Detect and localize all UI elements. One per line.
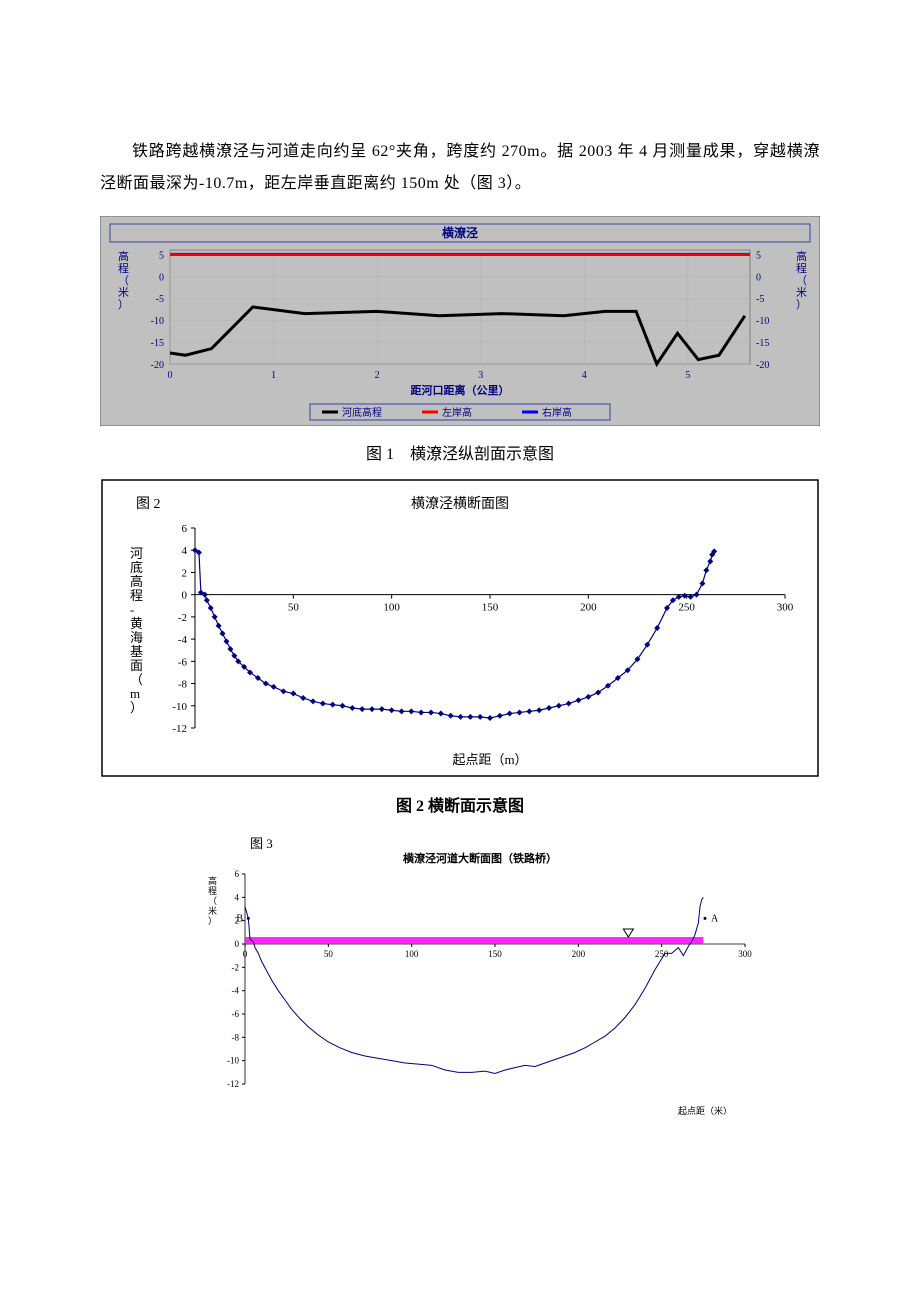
svg-text:5: 5 — [159, 250, 164, 261]
svg-text:50: 50 — [288, 602, 300, 614]
svg-text:-15: -15 — [151, 338, 164, 349]
svg-text:50: 50 — [324, 949, 334, 959]
svg-text:B: B — [236, 913, 243, 924]
svg-text:4: 4 — [182, 545, 188, 557]
chart3-svg: 图 3横潦泾河道大断面图（铁路桥）-12-10-8-6-4-2024605010… — [140, 830, 780, 1120]
svg-text:横潦泾: 横潦泾 — [442, 225, 478, 240]
chart2-svg: 图 2 横潦泾横断面图 -12 -10 -8 -6 -4 -2 0 2 4 6 50 100 150 200 2… — [100, 478, 820, 778]
svg-text:6: 6 — [182, 523, 188, 535]
svg-text:-12: -12 — [172, 723, 187, 735]
paragraph-text: 铁路跨越横潦泾与河道走向约呈 62°夹角，跨度约 270m。据 2003 年 4… — [100, 136, 820, 200]
svg-text:左岸高: 左岸高 — [442, 406, 472, 419]
caption-fig1: 图 1 横潦泾纵剖面示意图 — [100, 440, 820, 464]
svg-text:4: 4 — [235, 892, 240, 902]
svg-text:-4: -4 — [232, 986, 240, 996]
svg-text:300: 300 — [777, 602, 794, 614]
svg-text:距河口距离（公里）: 距河口距离（公里） — [411, 383, 510, 397]
svg-text:0: 0 — [756, 272, 761, 283]
svg-text:-20: -20 — [151, 360, 164, 371]
svg-text:-10: -10 — [172, 701, 187, 713]
svg-text:0: 0 — [159, 272, 164, 283]
svg-text:-20: -20 — [756, 360, 769, 371]
svg-text:-10: -10 — [151, 316, 164, 327]
svg-text:150: 150 — [482, 602, 499, 614]
svg-text:5: 5 — [685, 370, 690, 381]
svg-text:-4: -4 — [178, 634, 188, 646]
svg-text:-5: -5 — [156, 294, 164, 305]
svg-text:-8: -8 — [178, 679, 188, 691]
figure-2: 图 2 横潦泾横断面图 -12 -10 -8 -6 -4 -2 0 2 4 6 50 100 150 200 2… — [100, 478, 820, 778]
svg-text:右岸高: 右岸高 — [542, 406, 572, 419]
svg-text:起点距（m）: 起点距（m） — [452, 752, 527, 767]
svg-text:300: 300 — [738, 949, 752, 959]
svg-text:5: 5 — [756, 250, 761, 261]
svg-text:-6: -6 — [178, 656, 188, 668]
figure-1: 横潦泾 -20 -20 -15 -15 -10 -10 -5 -5 0 0 5 5 0 1 2 3 4 5 高程（米）… — [100, 216, 820, 426]
svg-text:高程（米）: 高程（米） — [208, 875, 217, 926]
svg-text:0: 0 — [235, 939, 240, 949]
svg-text:河底高程: 河底高程 — [342, 406, 382, 419]
svg-text:-10: -10 — [756, 316, 769, 327]
svg-text:-12: -12 — [227, 1079, 239, 1089]
chart1-svg: 横潦泾 -20 -20 -15 -15 -10 -10 -5 -5 0 0 5 5 0 1 2 3 4 5 高程（米）… — [100, 216, 820, 426]
svg-text:150: 150 — [488, 949, 502, 959]
svg-text:1: 1 — [271, 370, 276, 381]
svg-text:高程（米）: 高程（米） — [796, 249, 807, 311]
svg-text:A: A — [711, 913, 719, 924]
svg-text:-2: -2 — [178, 612, 187, 624]
svg-text:4: 4 — [582, 370, 587, 381]
svg-text:0: 0 — [168, 370, 173, 381]
svg-text:250: 250 — [678, 602, 695, 614]
figure-3: 图 3横潦泾河道大断面图（铁路桥）-12-10-8-6-4-2024605010… — [100, 830, 820, 1120]
svg-text:-10: -10 — [227, 1056, 239, 1066]
svg-text:-8: -8 — [232, 1032, 240, 1042]
svg-text:-5: -5 — [756, 294, 764, 305]
svg-text:-6: -6 — [232, 1009, 240, 1019]
svg-text:图 3: 图 3 — [250, 836, 273, 851]
svg-text:200: 200 — [580, 602, 597, 614]
svg-text:0: 0 — [243, 949, 248, 959]
svg-text:图 2: 图 2 — [136, 497, 161, 512]
svg-text:横潦泾横断面图: 横潦泾横断面图 — [411, 496, 509, 512]
svg-text:横潦泾河道大断面图（铁路桥）: 横潦泾河道大断面图（铁路桥） — [403, 851, 557, 865]
svg-text:100: 100 — [383, 602, 400, 614]
svg-text:6: 6 — [235, 869, 240, 879]
svg-text:3: 3 — [478, 370, 483, 381]
svg-text:2: 2 — [375, 370, 380, 381]
svg-text:-2: -2 — [232, 962, 240, 972]
caption-fig2: 图 2 横断面示意图 — [100, 792, 820, 816]
svg-text:200: 200 — [572, 949, 586, 959]
svg-text:2: 2 — [182, 567, 188, 579]
svg-text:高程（米）: 高程（米） — [118, 249, 129, 311]
svg-text:0: 0 — [182, 590, 188, 602]
svg-text:100: 100 — [405, 949, 419, 959]
svg-text:-15: -15 — [756, 338, 769, 349]
svg-text:起点距（米）: 起点距（米） — [678, 1105, 732, 1116]
